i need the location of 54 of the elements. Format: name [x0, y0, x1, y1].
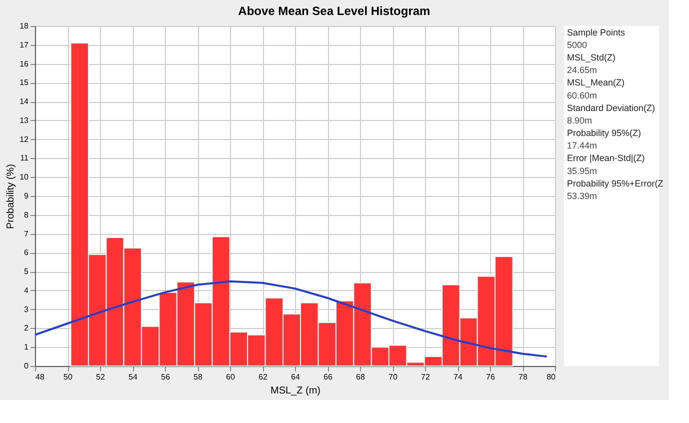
- y-tick-label: 13: [20, 116, 30, 125]
- x-tick-label: 70: [388, 372, 398, 382]
- text: 60.60m: [567, 90, 598, 100]
- x-tick-label: 62: [258, 372, 268, 382]
- y-tick-label: 3: [24, 304, 30, 314]
- x-axis-title: MSL_Z (m): [270, 386, 320, 396]
- y-tick-label: 0: [24, 362, 30, 370]
- x-tick-label: 52: [96, 372, 106, 382]
- text: Standard Deviation(Z): [567, 102, 656, 113]
- x-tick-label: 76: [486, 372, 496, 382]
- x-tick-label: 74: [454, 372, 463, 382]
- y-tick-label: 11: [20, 154, 30, 163]
- x-tick-label: 54: [128, 372, 138, 382]
- text: 5000: [567, 40, 588, 50]
- x-tick-label: 80: [546, 372, 556, 382]
- text: 53.39m: [567, 191, 598, 201]
- text: MSL_Mean(Z): [567, 78, 625, 88]
- text: 17.44m: [567, 140, 598, 151]
- text: 24.65m: [567, 65, 598, 76]
- y-axis-title: Probability (%): [6, 164, 17, 230]
- y-tick-label: 14: [20, 97, 30, 106]
- line-series: [34, 280, 548, 358]
- text: Sample Points: [567, 27, 626, 38]
- x-tick-label: 48: [36, 372, 45, 382]
- y-tick-label: 10: [20, 172, 30, 182]
- y-tick-label: 12: [20, 134, 30, 144]
- x-tick-label: 68: [356, 372, 366, 382]
- y-tick-label: 15: [20, 78, 30, 88]
- text: Probability 95%+Error(Z: [567, 178, 664, 188]
- chart-title: Above Mean Sea Level Histogram: [238, 4, 430, 18]
- x-tick-label: 66: [324, 372, 333, 382]
- x-tick-label: 78: [518, 372, 528, 382]
- y-tick-label: 1: [24, 342, 30, 352]
- x-tick-label: 56: [161, 372, 170, 382]
- y-tick-label: 5: [24, 267, 30, 276]
- x-tick-label: 50: [64, 372, 73, 382]
- y-tick-label: 17: [20, 40, 30, 50]
- text: Probability 95%(Z): [567, 128, 642, 138]
- y-tick-label: 4: [24, 286, 30, 295]
- y-tick-label: 16: [20, 59, 30, 68]
- y-tick-label: 7: [24, 229, 30, 238]
- x-tick-label: 58: [194, 372, 203, 382]
- y-tick-label: 6: [24, 248, 30, 258]
- y-tick-label: 2: [24, 324, 30, 333]
- text: 8.90m: [567, 115, 592, 126]
- text: Error |Mean-Std|(Z): [567, 153, 645, 164]
- y-tick-label: 9: [24, 192, 30, 200]
- text: 35.95m: [567, 166, 598, 176]
- x-tick-label: 60: [226, 372, 236, 382]
- x-tick-label: 64: [291, 372, 300, 382]
- y-tick-label: 8: [24, 210, 30, 220]
- text: MSL_Std(Z): [567, 52, 616, 62]
- y-tick-label: 18: [20, 22, 30, 30]
- x-tick-label: 72: [421, 372, 430, 382]
